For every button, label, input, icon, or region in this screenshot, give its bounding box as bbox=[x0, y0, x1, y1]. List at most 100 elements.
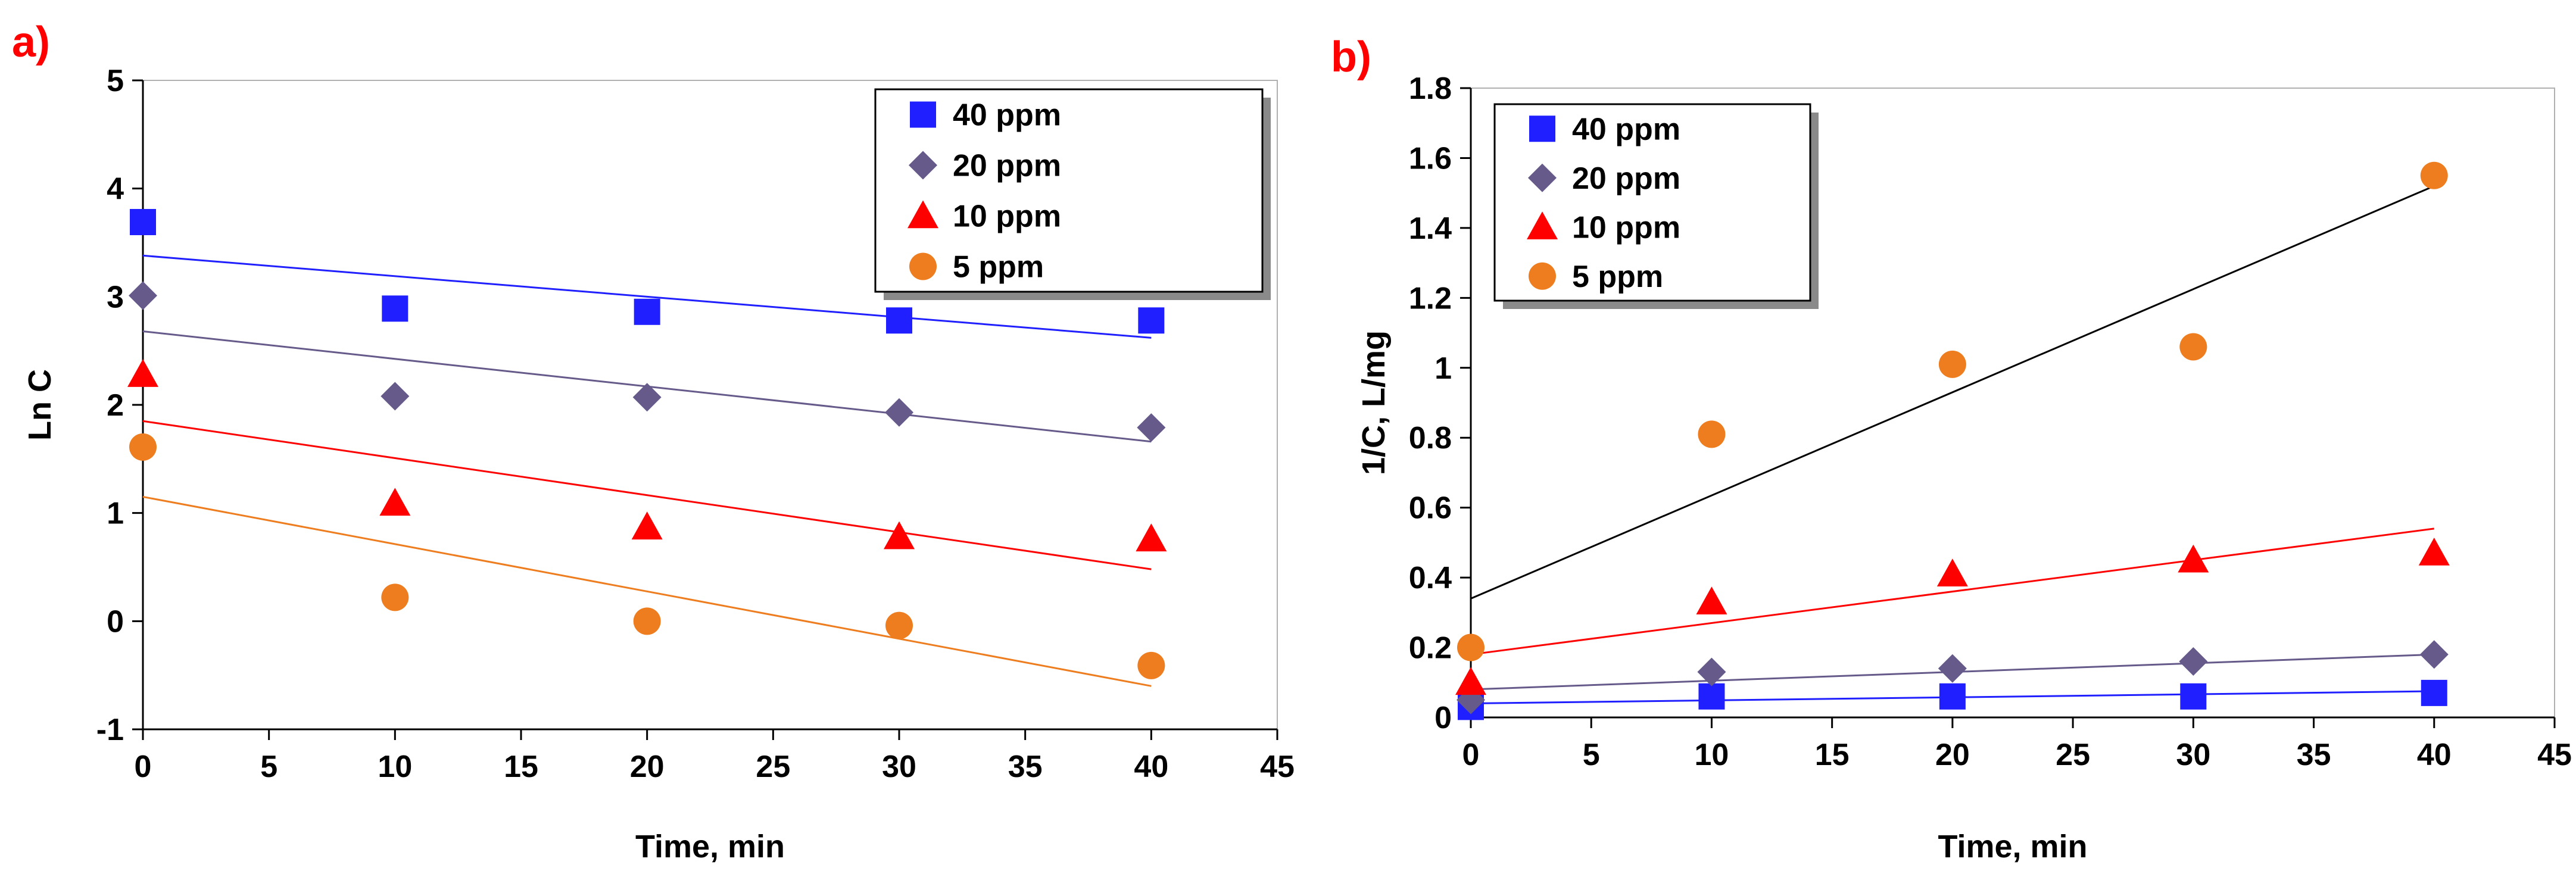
legend-marker bbox=[907, 200, 938, 229]
data-point bbox=[381, 583, 409, 611]
data-point bbox=[129, 433, 157, 461]
x-tick-label: 0 bbox=[135, 750, 152, 784]
y-tick-label: 0.6 bbox=[1409, 491, 1452, 526]
data-point bbox=[1698, 420, 1726, 448]
data-point bbox=[1938, 350, 1966, 378]
data-point bbox=[884, 521, 915, 550]
y-tick-label: 0.4 bbox=[1409, 561, 1452, 595]
fit-line-5-ppm bbox=[142, 495, 1152, 687]
data-point bbox=[2418, 538, 2450, 566]
legend-marker bbox=[910, 101, 936, 128]
x-tick-label: 40 bbox=[1134, 750, 1168, 784]
y-tick-label: 1 bbox=[1434, 351, 1452, 386]
data-point bbox=[127, 359, 158, 387]
x-tick-label: 45 bbox=[2537, 738, 2572, 772]
data-point bbox=[2421, 679, 2447, 706]
x-tick-label: 30 bbox=[2176, 738, 2210, 772]
series-20-ppm bbox=[129, 281, 1166, 442]
x-tick-label: 10 bbox=[1695, 738, 1729, 772]
data-point bbox=[631, 511, 663, 540]
x-tick-label: 10 bbox=[378, 750, 412, 784]
y-axis-title: 1/C, L/mg bbox=[1356, 330, 1392, 475]
data-point bbox=[381, 382, 410, 411]
legend-label: 10 ppm bbox=[953, 199, 1061, 234]
series-40-ppm bbox=[130, 208, 1165, 334]
y-tick-label: 5 bbox=[107, 64, 124, 98]
data-point bbox=[2180, 683, 2207, 710]
data-point bbox=[1698, 683, 1725, 710]
legend-marker bbox=[1529, 262, 1556, 290]
y-tick-label: 0 bbox=[107, 604, 124, 639]
legend-label: 5 ppm bbox=[1572, 260, 1663, 294]
y-tick-label: 0 bbox=[1434, 701, 1452, 735]
fit-line-10-ppm bbox=[1470, 527, 2434, 656]
y-tick-label: 0.2 bbox=[1409, 631, 1452, 666]
panel-label: b) bbox=[1331, 33, 1371, 81]
fit-line-40-ppm bbox=[142, 254, 1152, 339]
data-point bbox=[1457, 633, 1485, 661]
fit-line-10-ppm bbox=[142, 420, 1152, 570]
data-point bbox=[633, 607, 661, 635]
legend-label: 20 ppm bbox=[1572, 161, 1680, 196]
x-tick-label: 25 bbox=[756, 750, 790, 784]
legend-label: 10 ppm bbox=[1572, 210, 1680, 245]
legend-label: 5 ppm bbox=[953, 250, 1044, 285]
y-axis-title: Ln C bbox=[22, 369, 58, 441]
x-tick-label: 15 bbox=[1815, 738, 1850, 772]
data-point bbox=[1137, 413, 1166, 442]
legend-box bbox=[874, 88, 1264, 293]
x-tick-label: 25 bbox=[2056, 738, 2090, 772]
x-tick-label: 35 bbox=[1008, 750, 1043, 784]
chart-panel-1: b) 0 5 10 15 20 25 30 35 40 45 0 0.2 0.4 0.6 0.8 1 1.2 1.4… bbox=[1331, 33, 2572, 864]
data-point bbox=[1455, 667, 1486, 695]
x-tick-label: 20 bbox=[630, 750, 665, 784]
x-tick-label: 45 bbox=[1260, 750, 1295, 784]
data-point bbox=[130, 208, 156, 235]
x-tick-label: 5 bbox=[1583, 738, 1600, 772]
data-point bbox=[1137, 651, 1165, 679]
data-point bbox=[1136, 523, 1167, 552]
data-point bbox=[382, 295, 408, 322]
data-point bbox=[1938, 654, 1967, 683]
data-point bbox=[1936, 558, 1968, 587]
series-10-ppm bbox=[1455, 538, 2450, 695]
y-tick-label: 1.6 bbox=[1409, 141, 1452, 176]
data-point bbox=[1697, 657, 1726, 686]
legend-marker bbox=[909, 252, 937, 280]
y-tick-label: 1.4 bbox=[1409, 211, 1452, 246]
y-tick-label: 3 bbox=[107, 280, 124, 314]
data-point bbox=[1138, 307, 1165, 334]
series-10-ppm bbox=[127, 359, 1167, 552]
legend-label: 40 ppm bbox=[1572, 112, 1680, 146]
legend-marker bbox=[1528, 163, 1557, 192]
fit-line-5-ppm bbox=[1470, 185, 2435, 600]
x-tick-label: 5 bbox=[260, 750, 277, 784]
data-point bbox=[632, 383, 662, 412]
x-axis-title: Time, min bbox=[1938, 829, 2087, 864]
legend-label: 20 ppm bbox=[953, 149, 1061, 183]
y-tick-label: 1 bbox=[107, 497, 124, 531]
legend: 40 ppm 20 ppm 10 ppm 5 ppm bbox=[1493, 103, 1819, 309]
data-point bbox=[379, 488, 411, 516]
data-point bbox=[885, 611, 913, 639]
series-5-ppm bbox=[129, 433, 1165, 679]
y-tick-label: 1.2 bbox=[1409, 281, 1452, 316]
data-point bbox=[634, 298, 660, 325]
data-point bbox=[885, 398, 913, 427]
data-point bbox=[129, 281, 157, 310]
legend-marker bbox=[1529, 116, 1555, 142]
y-tick-label: 1.8 bbox=[1409, 71, 1452, 106]
x-tick-label: 20 bbox=[1935, 738, 1970, 772]
x-tick-label: 35 bbox=[2297, 738, 2331, 772]
y-tick-label: 0.8 bbox=[1409, 421, 1452, 455]
panel-label: a) bbox=[12, 18, 50, 66]
data-point bbox=[2420, 161, 2448, 189]
y-tick-label: -1 bbox=[96, 713, 124, 747]
x-tick-label: 0 bbox=[1462, 738, 1480, 772]
data-point bbox=[2179, 333, 2207, 361]
data-point bbox=[2419, 640, 2449, 669]
x-tick-label: 15 bbox=[504, 750, 538, 784]
y-tick-label: 4 bbox=[107, 172, 124, 207]
